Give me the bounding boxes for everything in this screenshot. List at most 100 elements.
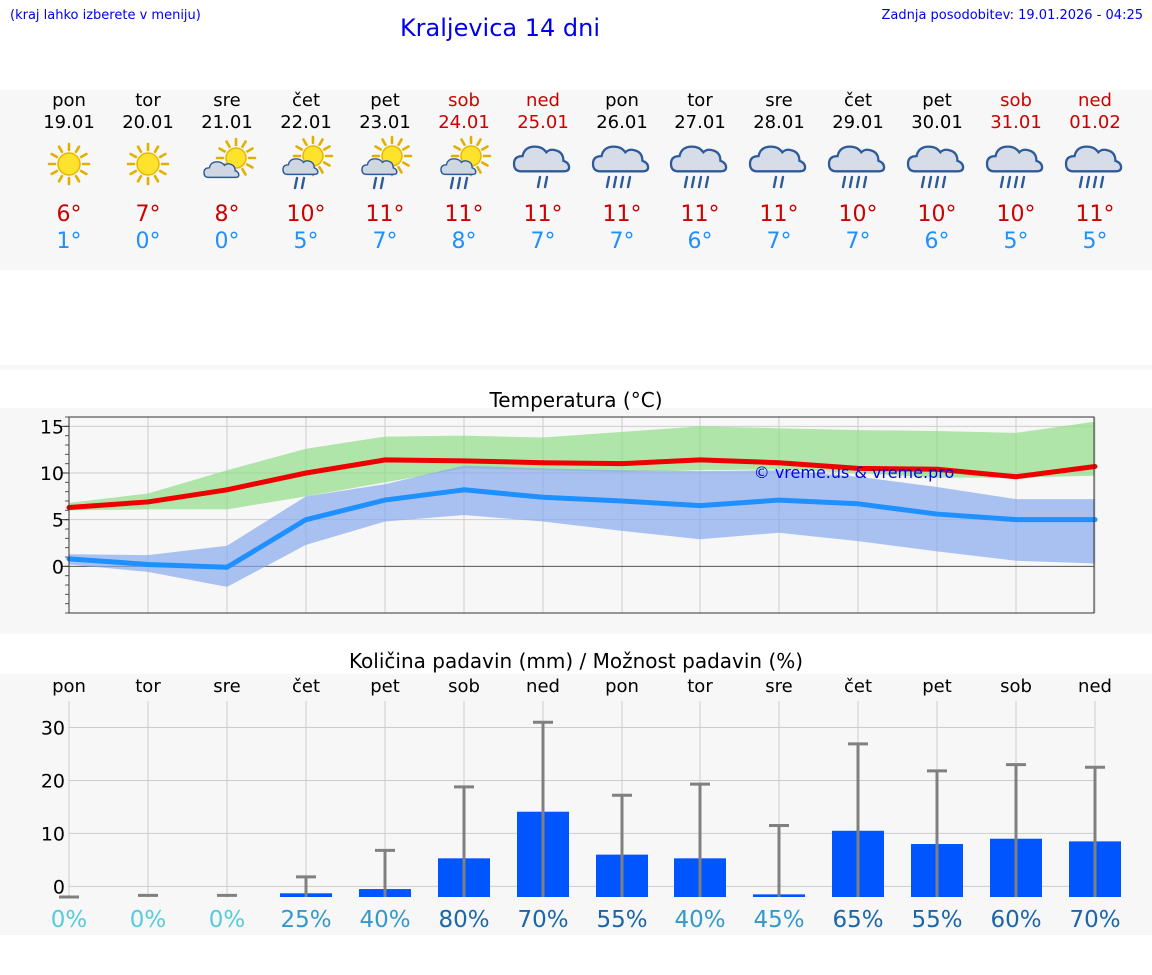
rain-drops — [449, 176, 468, 190]
cloud-body — [360, 158, 398, 176]
sun-ray — [322, 145, 331, 151]
min-point — [1013, 517, 1019, 523]
day-date: 25.01 — [517, 112, 569, 133]
x-day-label: tor — [687, 676, 713, 697]
y-tick-label: 30 — [41, 717, 65, 739]
rain-drops — [683, 175, 709, 189]
sun-ray — [136, 174, 142, 183]
sun-ray — [74, 145, 80, 154]
min-point — [697, 503, 703, 509]
day-column: ned 01.02 11° 5° — [1056, 90, 1135, 256]
min-temp-line — [68, 487, 1095, 570]
plot-border — [68, 416, 1095, 614]
min-point — [382, 497, 388, 503]
sun-ray — [317, 138, 324, 147]
partly-cloudy-heavy-rain-icon — [439, 135, 491, 190]
min-point — [540, 494, 546, 500]
rain-drop — [697, 175, 702, 189]
partly-cloudy-icon — [202, 137, 256, 179]
cloud-body — [281, 158, 319, 176]
rain-drop — [683, 175, 688, 189]
max-point — [224, 487, 230, 493]
forecast-days: pon 19.01 6° 1° tor 20.01 7° 0° sre 21.01 8° 0° čet 2… — [0, 90, 1152, 270]
day-column: sre 28.01 11° 7° — [740, 90, 819, 256]
cloud-heavy-rain-icon — [827, 145, 885, 189]
cloud-body — [512, 145, 570, 173]
precip-probability: 55% — [596, 907, 647, 933]
rain-drop — [536, 175, 541, 189]
rain-drop — [927, 175, 932, 189]
rain-drop — [463, 176, 468, 190]
min-point — [461, 487, 467, 493]
temp-max: 10° — [996, 202, 1036, 227]
cloud-body — [439, 158, 477, 176]
temp-min: 5° — [1082, 229, 1108, 254]
rain-drop — [1013, 175, 1018, 189]
y-tick-label: 10 — [40, 463, 64, 485]
rain-drop — [1092, 175, 1097, 189]
x-day-label: sre — [213, 676, 240, 697]
y-tick-label: 10 — [41, 823, 65, 845]
day-date: 29.01 — [832, 112, 884, 133]
temp-min: 7° — [609, 229, 635, 254]
sun-ray — [79, 152, 88, 159]
max-point — [619, 461, 625, 467]
rain-drop — [704, 175, 709, 189]
cloud-shape — [202, 161, 240, 179]
rain-drop — [841, 175, 846, 189]
rain-drop — [862, 175, 867, 189]
max-temp-line — [68, 457, 1096, 511]
sun-ray — [153, 174, 159, 183]
rain-drop — [543, 175, 548, 189]
x-day-label: pon — [605, 676, 639, 697]
sun-disc — [135, 152, 160, 176]
temp-min: 7° — [372, 229, 398, 254]
rain-drop — [293, 176, 298, 190]
temp-min: 5° — [293, 229, 319, 254]
sun-ray — [128, 152, 137, 159]
partly-cloudy-rain-icon — [360, 135, 412, 190]
rain-drop — [626, 175, 631, 189]
x-day-label: pet — [922, 676, 952, 697]
sun-shape — [126, 142, 169, 186]
precip-probability: 0% — [130, 907, 167, 933]
min-point — [776, 497, 782, 503]
day-column: pet 23.01 11° 7° — [346, 90, 425, 256]
day-column: čet 29.01 10° 7° — [819, 90, 898, 256]
min-point — [934, 511, 940, 517]
cloud-heavy-rain-icon — [985, 145, 1043, 189]
sun-ray — [57, 174, 63, 183]
temp-max: 11° — [523, 202, 563, 227]
sun-ray — [373, 145, 382, 151]
cloud-rain-icon — [748, 145, 806, 189]
sun-ray — [217, 147, 226, 153]
cloud-body — [591, 145, 649, 173]
sun-ray — [158, 169, 167, 176]
temp-min: 1° — [56, 229, 82, 254]
rain-drop — [372, 176, 377, 190]
divider — [0, 365, 1152, 370]
temp-max: 10° — [917, 202, 957, 227]
rain-drop — [690, 175, 695, 189]
precip-probability: 65% — [832, 907, 883, 933]
day-date: 24.01 — [438, 112, 490, 133]
day-column: ned 25.01 11° 7° — [504, 90, 583, 256]
day-column: sob 31.01 10° 5° — [977, 90, 1056, 256]
cloud-shape — [439, 158, 477, 176]
precip-probability: 45% — [753, 907, 804, 933]
cloud-rain-icon — [512, 145, 570, 189]
sun-ray — [245, 147, 254, 153]
max-range-band — [69, 421, 1095, 511]
rain-drops — [536, 175, 548, 189]
cloud-body — [748, 145, 806, 173]
min-point — [1092, 517, 1098, 523]
day-name: ned — [526, 90, 560, 111]
cloud-shape — [360, 158, 398, 176]
sun-ray — [452, 145, 461, 151]
day-name: pet — [922, 90, 952, 111]
day-date: 27.01 — [674, 112, 726, 133]
day-date: 28.01 — [753, 112, 805, 133]
day-date: 22.01 — [280, 112, 332, 133]
max-point — [145, 499, 151, 505]
precip-probability: 40% — [359, 907, 410, 933]
